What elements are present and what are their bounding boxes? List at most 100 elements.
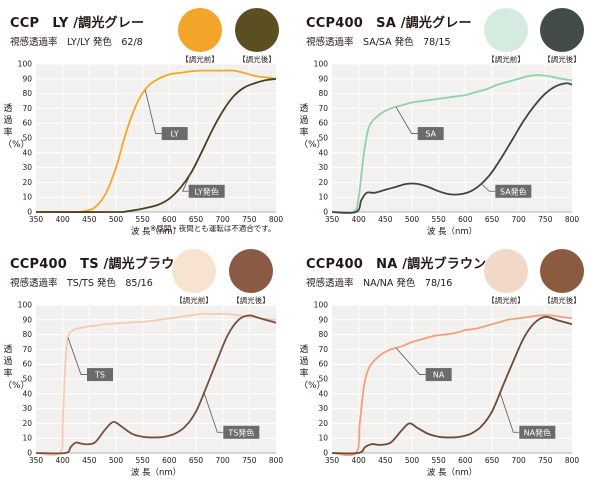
chart-panel-sa: CCP400 SA /調光グレー 視感透過率 SA/SA 発色 78/15 【調… (296, 0, 592, 241)
series-line (331, 74, 573, 214)
x-tick-label: 600 (162, 215, 177, 224)
lens-swatch-after (235, 8, 279, 52)
x-tick-label: 400 (352, 215, 367, 224)
lens-label-before: 【調光前】 (181, 55, 219, 64)
x-tick-label: 500 (109, 215, 124, 224)
chart-panel-ts: CCP400 TS /調光ブラウン 視感透過率 TS/TS 発色 85/16 【… (0, 241, 296, 482)
x-tick-label: 700 (512, 215, 527, 224)
lens-label-after: 【調光後】 (238, 55, 276, 64)
x-tick-label: 400 (56, 456, 71, 465)
line-chart: 0 10 20 30 40 50 60 70 80 90 100 350 400 450 500 550 600… (18, 60, 284, 238)
x-tick-label: 650 (189, 215, 204, 224)
y-tick-label: 70 (22, 104, 32, 113)
x-tick-label: 450 (378, 456, 393, 465)
x-tick-label: 750 (242, 456, 257, 465)
lens-swatch-before (172, 249, 216, 293)
x-tick-label: 800 (269, 215, 284, 224)
series-line (35, 314, 277, 455)
y-tick-label: 100 (18, 60, 33, 69)
y-tick-label: 50 (318, 134, 328, 143)
x-tick-label: 550 (432, 456, 447, 465)
y-tick-label: 80 (22, 89, 32, 98)
series-label-box (188, 184, 225, 198)
x-tick-label: 800 (269, 456, 284, 465)
lens-swatch-after (540, 8, 584, 52)
y-tick-label: 20 (22, 419, 32, 428)
x-tick-label: 350 (29, 456, 44, 465)
x-tick-label: 500 (109, 456, 124, 465)
line-chart: 0 10 20 30 40 50 60 70 80 90 100 350 400 450 500 550 600… (314, 60, 580, 238)
chart-title: CCP400 TS /調光ブラウン (10, 257, 188, 272)
x-tick-label: 450 (82, 456, 97, 465)
y-tick-label: 0 (27, 208, 32, 217)
series-label: LY (171, 130, 179, 139)
x-tick-label: 550 (136, 215, 151, 224)
callout-leader (203, 392, 224, 433)
y-tick-label: 60 (22, 119, 32, 128)
x-tick-label: 550 (432, 215, 447, 224)
y-tick-label: 10 (318, 434, 328, 443)
x-tick-label: 350 (325, 215, 340, 224)
line-chart: 0 10 20 30 40 50 60 70 80 90 100 350 400 450 500 550 600… (314, 301, 580, 479)
series-label: NA (433, 371, 445, 380)
series-label: SA (425, 130, 436, 139)
x-tick-label: 650 (485, 456, 500, 465)
y-tick-label: 60 (22, 360, 32, 369)
series-label: NA発色 (524, 427, 551, 437)
lens-swatch-after (229, 249, 273, 293)
series-label-box (417, 127, 444, 141)
y-tick-label: 80 (22, 330, 32, 339)
series-line (331, 315, 573, 455)
chart-panel-na: CCP400 NA /調光ブラウン 視感透過率 NA/NA 発色 78/16 【… (296, 241, 592, 482)
callout-leader (182, 173, 192, 192)
x-tick-label: 650 (485, 215, 500, 224)
y-tick-label: 100 (18, 301, 33, 310)
x-tick-label: 750 (538, 215, 553, 224)
y-tick-label: 0 (323, 208, 328, 217)
x-axis-label: 波 長（nm） (131, 467, 181, 478)
x-tick-label: 450 (82, 215, 97, 224)
series-label-box (519, 425, 556, 439)
x-tick-label: 500 (405, 456, 420, 465)
lens-swatch-before (178, 8, 222, 52)
series-label-box (223, 425, 260, 439)
callout-leader (499, 392, 520, 433)
chart-title: CCP LY /調光グレー (10, 16, 145, 31)
x-tick-label: 400 (56, 215, 71, 224)
y-tick-label: 20 (318, 178, 328, 187)
callout-leader (395, 106, 418, 134)
x-axis-label: 波 長（nm） (131, 226, 181, 237)
y-tick-label: 30 (22, 163, 32, 172)
callout-leader (481, 183, 496, 192)
series-line (331, 314, 573, 457)
y-tick-label: 10 (22, 434, 32, 443)
lens-label-after: 【調光後】 (543, 296, 581, 305)
y-tick-label: 90 (22, 74, 32, 83)
y-tick-label: 30 (22, 404, 32, 413)
y-tick-label: 50 (22, 375, 32, 384)
x-axis-label: 波 長（nm） (427, 467, 477, 478)
series-label: TS (94, 371, 105, 380)
x-tick-label: 550 (136, 456, 151, 465)
y-tick-label: 80 (318, 330, 328, 339)
chart-title: CCP400 SA /調光グレー (306, 16, 472, 31)
y-tick-label: 40 (318, 389, 328, 398)
chart-note: ※昼間・夜間とも運転は不適合です。 (150, 224, 276, 233)
y-tick-label: 100 (314, 301, 329, 310)
line-chart: 0 10 20 30 40 50 60 70 80 90 100 350 400 450 500 550 600… (18, 301, 284, 479)
x-tick-label: 750 (538, 456, 553, 465)
series-label: TS発色 (227, 427, 254, 437)
x-tick-label: 600 (458, 215, 473, 224)
series-label-box (161, 127, 188, 141)
callout-leader (67, 337, 87, 375)
chart-panel-ly: CCP LY /調光グレー 視感透過率 LY/LY 発色 62/8 【調光前】 … (0, 0, 296, 241)
lens-label-after: 【調光後】 (232, 296, 270, 305)
x-tick-label: 600 (162, 456, 177, 465)
y-tick-label: 40 (22, 148, 32, 157)
series-label: LY発色 (195, 186, 219, 196)
chart-title: CCP400 NA /調光ブラウン (306, 257, 487, 272)
lens-swatch-before (484, 8, 528, 52)
y-tick-label: 20 (318, 419, 328, 428)
chart-subtitle: 視感透過率 SA/SA 発色 78/15 (306, 37, 451, 48)
y-tick-label: 60 (318, 360, 328, 369)
